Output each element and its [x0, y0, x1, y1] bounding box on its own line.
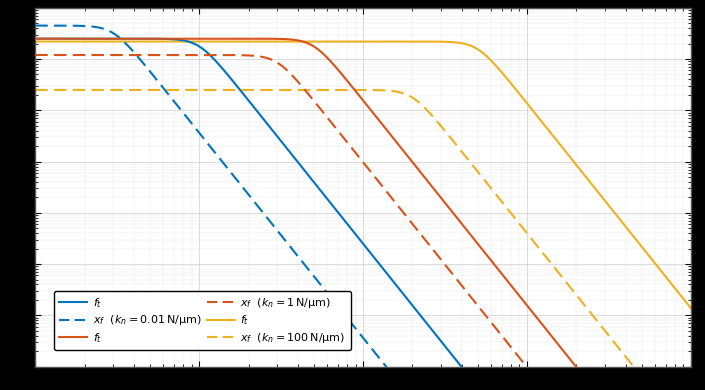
Legend: $f_t$, $x_f$  ($k_n = 0.01\,\mathrm{N/\mu m}$), $f_t$, $x_f$  ($k_n = 1\,\mathrm: $f_t$, $x_f$ ($k_n = 0.01\,\mathrm{N/\mu…	[54, 291, 351, 350]
